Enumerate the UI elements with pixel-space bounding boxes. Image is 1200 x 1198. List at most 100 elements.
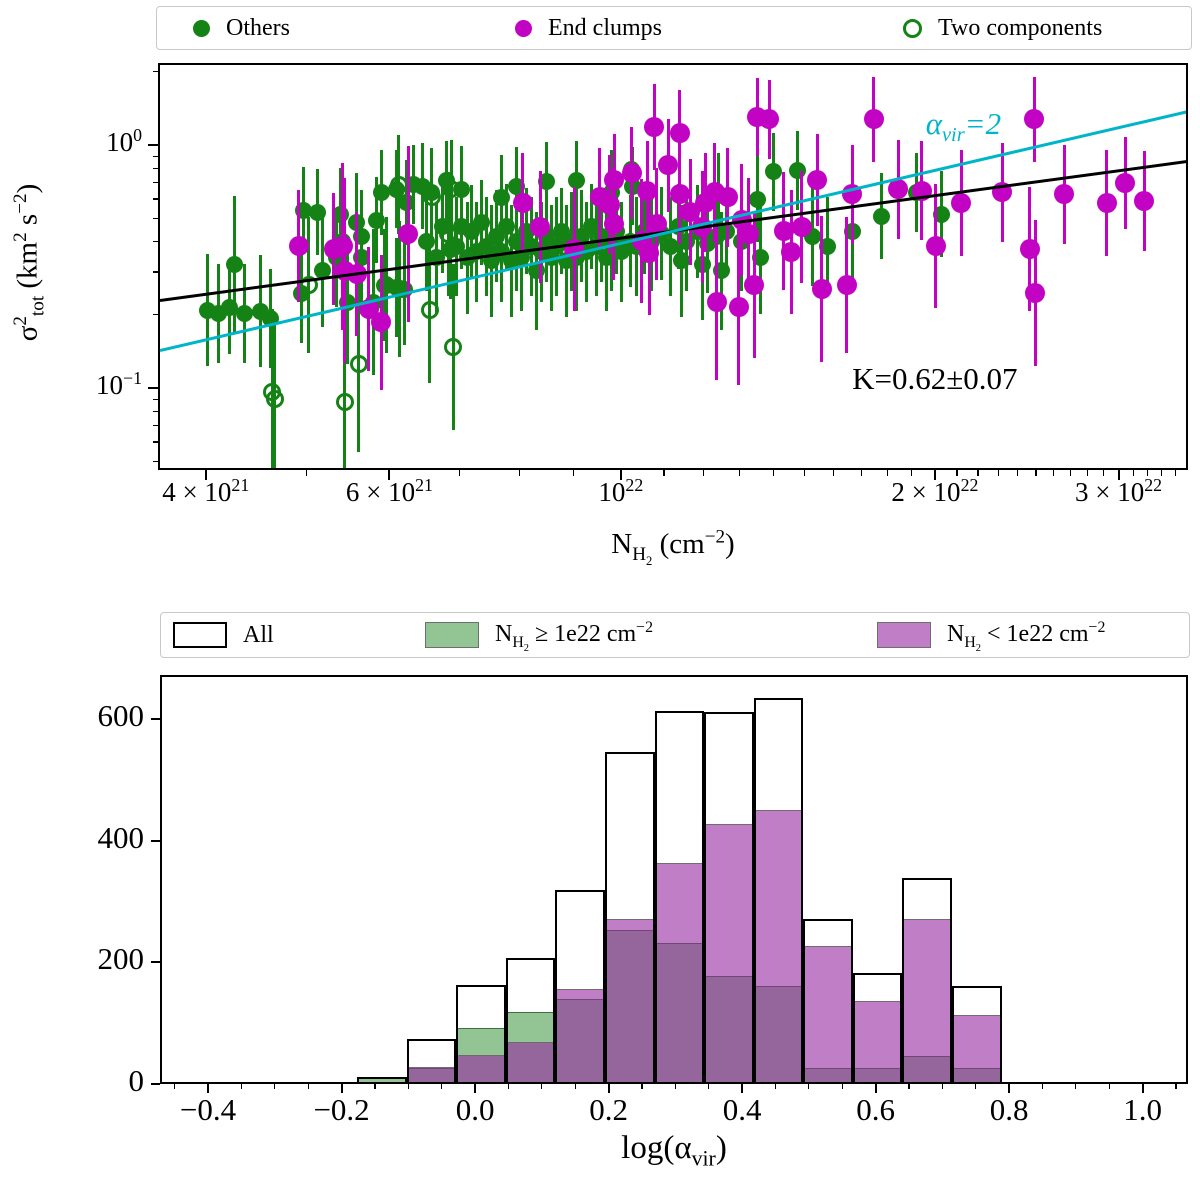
x-minor-tick: [1070, 470, 1072, 476]
x-tick-label: −0.4: [179, 1092, 237, 1127]
scatter-point-end-clumps: [1134, 190, 1155, 211]
y-minor-tick: [152, 410, 158, 413]
scatter-point-end-clumps: [781, 241, 802, 262]
hist-bar-all: [704, 712, 754, 1082]
hist-bar-all: [505, 957, 556, 1082]
x-minor-tick: [1075, 1084, 1077, 1089]
x-minor-tick: [1053, 470, 1055, 476]
scatter-point-others: [225, 255, 243, 273]
hist-bar-all: [356, 1076, 407, 1082]
scatter-point-others: [313, 262, 331, 280]
scatter-point-end-clumps: [398, 223, 419, 244]
legend-item-all: All: [173, 613, 274, 657]
hist-bar-all: [852, 972, 903, 1082]
scatter-point-others: [661, 237, 679, 255]
x-minor-tick: [1174, 470, 1176, 476]
y-major-tick: [148, 387, 158, 390]
x-major-tick: [874, 1084, 877, 1093]
y-major-tick: [151, 1083, 160, 1085]
scatter-point-end-clumps: [863, 109, 884, 130]
scatter-point-two-components: [420, 301, 439, 320]
x-major-tick: [340, 1084, 343, 1093]
legend-label-nh2-ge: NH2 ≥ 1e22 cm−2: [495, 619, 653, 654]
y-major-tick: [148, 144, 158, 146]
scatter-point-end-clumps: [695, 192, 716, 213]
scatter-point-end-clumps: [836, 275, 857, 296]
error-bar: [343, 305, 347, 468]
scatter-point-end-clumps: [811, 279, 832, 300]
x-minor-tick: [1102, 470, 1104, 476]
x-minor-tick: [1147, 470, 1149, 476]
y-minor-tick: [152, 71, 158, 73]
legend-item-end-clumps: End clumps: [515, 7, 662, 49]
scatter-point-end-clumps: [773, 221, 794, 242]
x-minor-tick: [886, 470, 888, 476]
x-tick-label: 2 × 1022: [891, 475, 979, 507]
scatter-point-end-clumps: [728, 296, 749, 317]
x-minor-tick: [641, 1084, 643, 1089]
x-minor-tick: [702, 470, 705, 476]
x-tick-label: 0.6: [856, 1092, 895, 1127]
y-minor-tick: [152, 398, 158, 400]
scatter-point-end-clumps: [925, 236, 946, 257]
scatter-point-two-components: [442, 180, 461, 199]
y-minor-tick: [152, 460, 158, 462]
scatter-plot-area: [158, 63, 1188, 470]
scatter-point-end-clumps: [888, 179, 909, 200]
hist-bar-all: [803, 918, 853, 1082]
legend-item-nh2-lt: NH2 < 1e22 cm−2: [877, 613, 1105, 657]
x-major-tick: [933, 470, 936, 480]
x-major-tick: [207, 1084, 210, 1093]
y-minor-tick: [152, 182, 158, 184]
legend-item-two-components: Two components: [903, 7, 1102, 49]
nh2-lt-swatch-icon: [877, 622, 931, 648]
x-minor-tick: [841, 1084, 843, 1089]
x-tick-label: 3 × 1022: [1075, 475, 1163, 507]
scatter-point-end-clumps: [1019, 239, 1040, 260]
y-minor-tick: [152, 155, 158, 157]
end-clumps-marker-icon: [515, 19, 532, 37]
legend-item-others: Others: [193, 7, 290, 49]
x-minor-tick: [458, 470, 460, 476]
scatter-point-end-clumps: [564, 239, 585, 260]
legend-item-nh2-ge: NH2 ≥ 1e22 cm−2: [425, 613, 653, 657]
x-major-tick: [1117, 470, 1120, 480]
x-minor-tick: [1108, 1084, 1110, 1089]
scatter-point-end-clumps: [680, 202, 701, 223]
y-minor-tick: [152, 441, 158, 443]
y-tick-label: 400: [97, 819, 145, 855]
scatter-point-two-components: [265, 389, 284, 408]
hist-bar-all: [654, 711, 705, 1082]
scatter-point-two-components: [299, 276, 318, 295]
x-minor-tick: [1086, 470, 1088, 476]
x-minor-tick: [374, 1084, 376, 1089]
legend-label-two-components: Two components: [938, 14, 1103, 41]
scatter-point-end-clumps: [599, 194, 620, 215]
scatter-point-others: [372, 183, 390, 201]
legend-label-nh2-lt: NH2 < 1e22 cm−2: [947, 619, 1106, 654]
y-minor-tick: [152, 314, 158, 316]
x-minor-tick: [1035, 470, 1037, 476]
y-tick-label: 200: [97, 941, 145, 977]
x-minor-tick: [663, 470, 665, 476]
x-minor-tick: [803, 470, 806, 476]
others-marker-icon: [193, 19, 210, 37]
scatter-point-others: [397, 194, 415, 212]
scatter-point-end-clumps: [332, 236, 353, 257]
x-minor-tick: [956, 470, 958, 476]
x-minor-tick: [306, 470, 308, 476]
x-minor-tick: [1175, 1084, 1177, 1089]
scatter-point-others: [492, 188, 510, 206]
x-minor-tick: [307, 1084, 309, 1089]
x-minor-tick: [1041, 1084, 1044, 1089]
scatter-point-end-clumps: [346, 264, 367, 285]
scatter-point-end-clumps: [911, 180, 932, 201]
scatter-point-end-clumps: [639, 243, 660, 264]
x-minor-tick: [908, 1084, 910, 1089]
hist-x-axis-label: log(αvir): [621, 1130, 727, 1171]
alpha-vir-line-label: αvir=2: [925, 105, 1002, 146]
x-minor-tick: [941, 1084, 943, 1089]
x-major-tick: [388, 470, 391, 480]
x-tick-label: 1.0: [1123, 1092, 1162, 1127]
scatter-point-end-clumps: [807, 170, 828, 191]
